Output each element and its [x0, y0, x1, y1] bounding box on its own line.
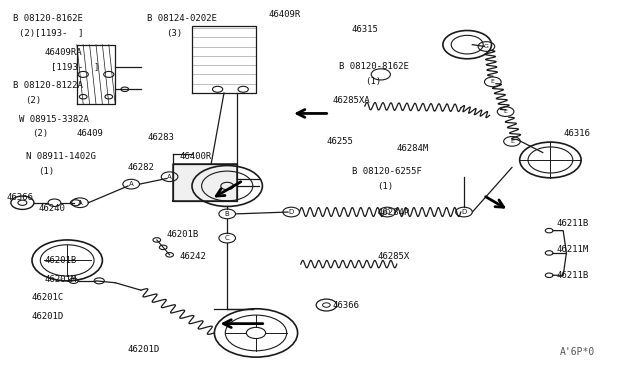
Text: A'6P*0: A'6P*0	[560, 347, 595, 357]
Text: B 08124-0202E: B 08124-0202E	[147, 14, 217, 23]
Text: B: B	[225, 211, 230, 217]
Text: 46366: 46366	[333, 301, 360, 310]
Text: B 08120-8122A: B 08120-8122A	[13, 81, 83, 90]
Text: 46400R: 46400R	[179, 152, 211, 161]
Text: 46284P: 46284P	[378, 208, 410, 217]
Text: 46283: 46283	[147, 133, 174, 142]
Text: [1193-  ]: [1193- ]	[51, 62, 100, 71]
Text: (1): (1)	[38, 167, 54, 176]
Text: 46201C: 46201C	[32, 293, 64, 302]
Text: G: G	[484, 44, 489, 49]
Text: 46201M: 46201M	[45, 275, 77, 283]
Text: 46240: 46240	[38, 204, 65, 213]
Text: D: D	[461, 209, 467, 215]
Text: 46282: 46282	[128, 163, 155, 172]
Text: A: A	[167, 174, 172, 180]
Text: (2): (2)	[32, 129, 48, 138]
Text: 46409R: 46409R	[269, 10, 301, 19]
Text: E: E	[491, 79, 495, 84]
Text: (2): (2)	[26, 96, 42, 105]
Text: B 08120-6255F: B 08120-6255F	[352, 167, 422, 176]
Text: 46255: 46255	[326, 137, 353, 146]
Text: 46366: 46366	[6, 193, 33, 202]
Text: 46409: 46409	[77, 129, 104, 138]
Text: 46242: 46242	[179, 252, 206, 261]
Text: 46201D: 46201D	[128, 345, 160, 354]
Text: 46211B: 46211B	[557, 271, 589, 280]
Text: 46285X: 46285X	[378, 252, 410, 261]
Text: 46316: 46316	[563, 129, 590, 138]
Text: (1): (1)	[365, 77, 381, 86]
Text: 46409RA: 46409RA	[45, 48, 83, 57]
Text: 46284M: 46284M	[397, 144, 429, 153]
Text: 46201D: 46201D	[32, 312, 64, 321]
Text: E: E	[510, 139, 514, 144]
Text: (1): (1)	[378, 182, 394, 190]
Text: 46285XA: 46285XA	[333, 96, 371, 105]
Polygon shape	[173, 164, 237, 201]
Text: B 08120-8162E: B 08120-8162E	[13, 14, 83, 23]
Text: 46201B: 46201B	[45, 256, 77, 265]
Text: 46211M: 46211M	[557, 245, 589, 254]
Text: D: D	[385, 209, 390, 215]
Text: 46315: 46315	[352, 25, 379, 34]
Text: A: A	[129, 181, 134, 187]
Text: A: A	[77, 200, 83, 206]
Text: N 08911-1402G: N 08911-1402G	[26, 152, 95, 161]
Text: 46211B: 46211B	[557, 219, 589, 228]
Text: C: C	[225, 235, 230, 241]
Text: W 08915-3382A: W 08915-3382A	[19, 115, 89, 124]
Text: (3): (3)	[166, 29, 182, 38]
Text: E: E	[504, 109, 508, 114]
Text: 46201B: 46201B	[166, 230, 198, 239]
Text: B 08120-8162E: B 08120-8162E	[339, 62, 409, 71]
Text: D: D	[289, 209, 294, 215]
Text: (2)[1193-  ]: (2)[1193- ]	[19, 29, 84, 38]
